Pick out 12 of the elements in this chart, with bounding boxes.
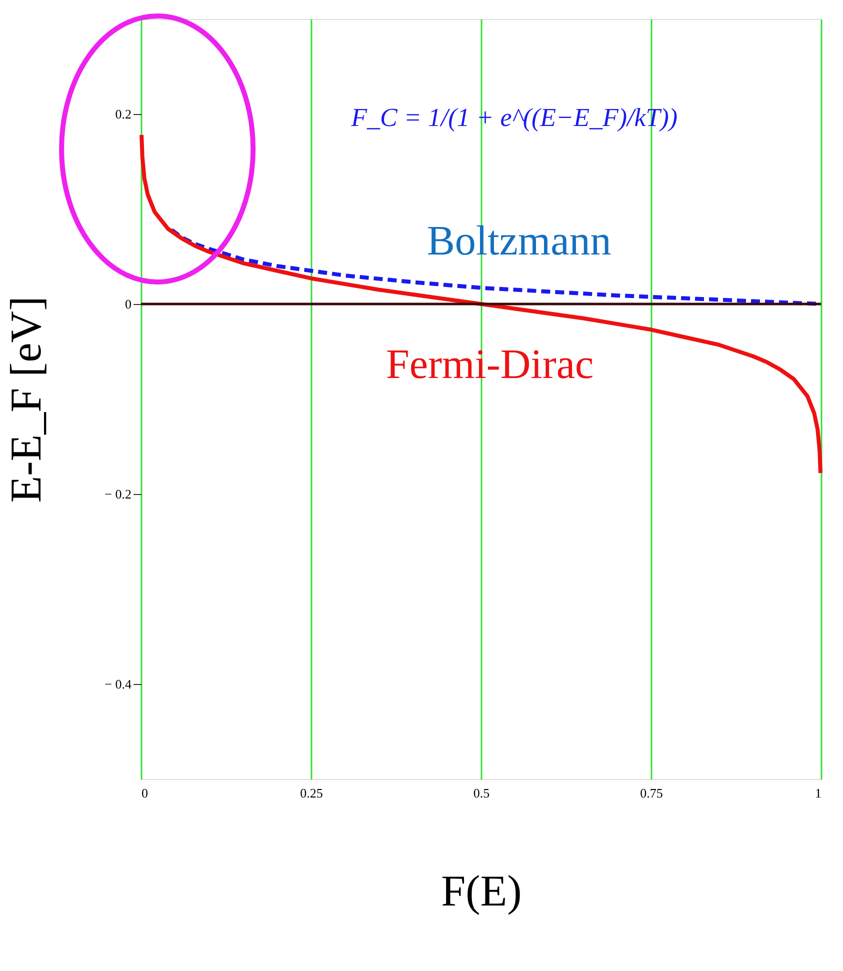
- y-axis-title: E-E_F [eV]: [2, 296, 51, 503]
- x-tick-label: 0.75: [640, 786, 663, 800]
- y-tick-label: 0.2: [115, 106, 132, 122]
- x-tick-label: 0.25: [300, 786, 323, 800]
- x-tick-label: 0: [142, 786, 148, 800]
- y-tick-label: 0: [125, 296, 132, 312]
- x-axis-title: F(E): [441, 866, 522, 916]
- x-tick-label: 1: [815, 786, 822, 800]
- x-tick-label: 0.5: [473, 786, 490, 800]
- y-tick-label: − 0.4: [104, 676, 132, 692]
- line-series: [140, 132, 822, 476]
- y-tick-label: − 0.2: [104, 486, 132, 502]
